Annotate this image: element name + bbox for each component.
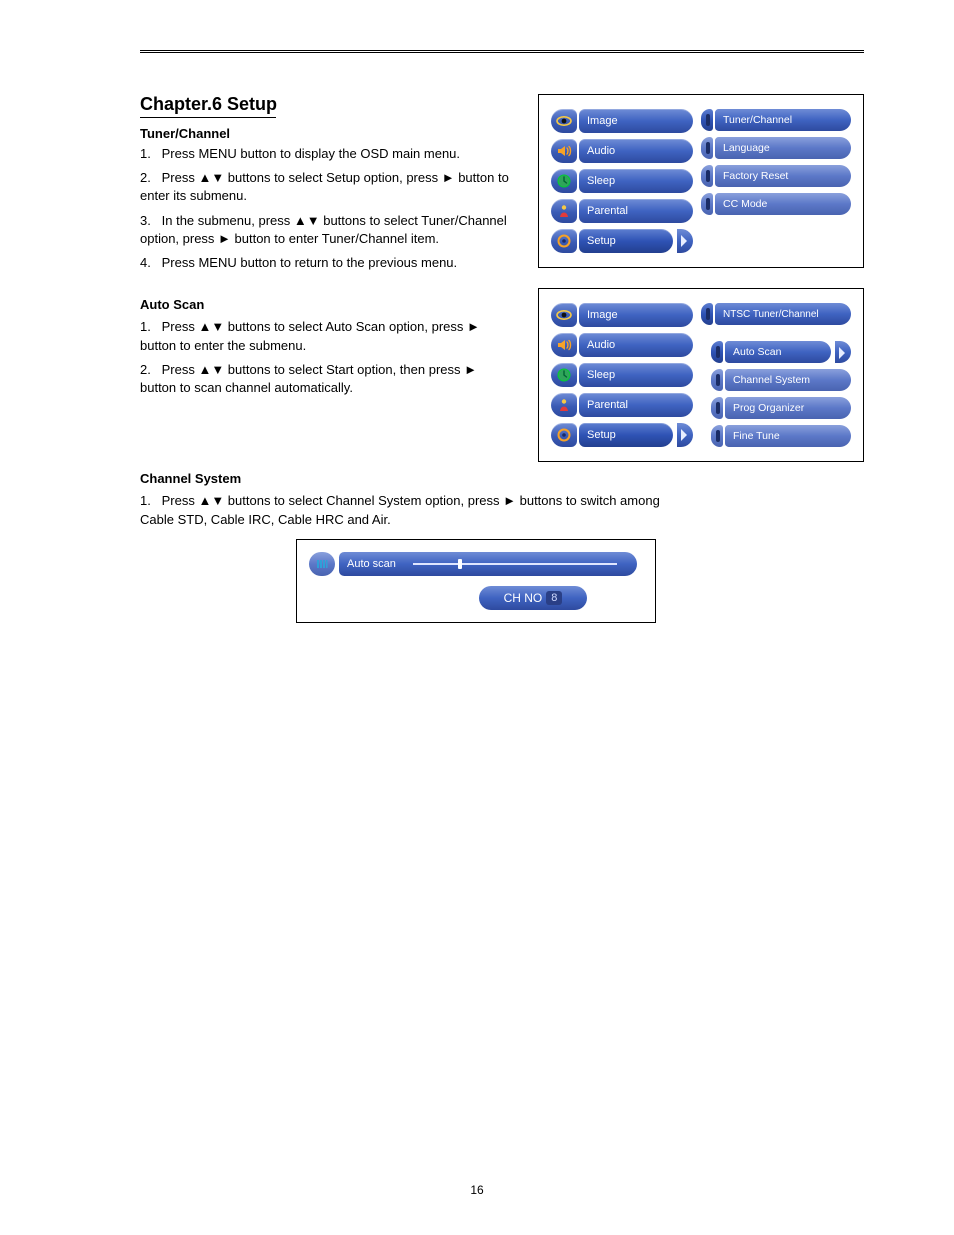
chno-value: 8	[546, 591, 562, 605]
autoscan-icon	[309, 552, 335, 576]
menu2-sub-label: Channel System	[725, 369, 851, 391]
page-number: 16	[0, 1183, 954, 1197]
menu2-sub-channelsystem: Channel System	[711, 369, 851, 391]
tuner-channel-heading: Tuner/Channel	[140, 126, 516, 141]
autoscan-progress-bar: Auto scan	[339, 552, 637, 576]
menu-screenshot-tuner: Image Audio Sleep	[538, 288, 864, 462]
menu1-item-sleep: Sleep	[551, 169, 693, 193]
menu1-item-setup: Setup	[551, 229, 693, 253]
clock-icon	[551, 363, 577, 387]
menu1-sub-factory: Factory Reset	[701, 165, 851, 187]
menu2-item-image: Image	[551, 303, 693, 327]
notch-icon	[711, 341, 723, 363]
person-icon	[551, 199, 577, 223]
menu1-item-label: Sleep	[579, 169, 693, 193]
speaker-icon	[551, 139, 577, 163]
autoscan-track	[413, 563, 617, 565]
menu2-item-label: Parental	[579, 393, 693, 417]
tuner-channel-steps: 1. Press MENU button to display the OSD …	[140, 145, 516, 272]
menu1-sub-tuner: Tuner/Channel	[701, 109, 851, 131]
menu2-item-setup: Setup	[551, 423, 693, 447]
notch-icon	[701, 193, 713, 215]
chno-label: CH NO	[504, 591, 543, 605]
notch-icon	[701, 137, 713, 159]
menu1-item-label: Parental	[579, 199, 693, 223]
menu1-sub-language: Language	[701, 137, 851, 159]
autoscan-chno-pill: CH NO 8	[479, 586, 587, 610]
menu1-sub-label: Factory Reset	[715, 165, 851, 187]
auto-scan-step: 2. Press ▲▼ buttons to select Start opti…	[140, 361, 516, 397]
auto-scan-step: 1. Press ▲▼ buttons to select Auto Scan …	[140, 318, 516, 354]
eye-icon	[551, 109, 577, 133]
channel-system-heading: Channel System	[140, 470, 660, 488]
menu2-sub-label: Fine Tune	[725, 425, 851, 447]
menu1-item-label: Audio	[579, 139, 693, 163]
auto-scan-heading: Auto Scan	[140, 296, 516, 314]
menu2-item-audio: Audio	[551, 333, 693, 357]
menu1-item-label: Setup	[579, 229, 673, 253]
chevron-right-icon	[835, 341, 851, 363]
autoscan-screenshot: Auto scan CH NO 8	[296, 539, 656, 623]
header-rule	[140, 50, 864, 54]
menu1-item-audio: Audio	[551, 139, 693, 163]
menu1-item-image: Image	[551, 109, 693, 133]
menu2-item-label: Audio	[579, 333, 693, 357]
menu2-item-sleep: Sleep	[551, 363, 693, 387]
menu2-header-ntsc: NTSC Tuner/Channel	[701, 303, 851, 325]
notch-icon	[701, 303, 713, 325]
notch-icon	[711, 425, 723, 447]
channel-system-step: 1. Press ▲▼ buttons to select Channel Sy…	[140, 492, 660, 528]
menu2-header-label: NTSC Tuner/Channel	[715, 303, 851, 325]
menu2-sub-label: Auto Scan	[725, 341, 831, 363]
clock-icon	[551, 169, 577, 193]
menu1-item-parental: Parental	[551, 199, 693, 223]
menu2-sub-label: Prog Organizer	[725, 397, 851, 419]
menu1-sub-label: Language	[715, 137, 851, 159]
chapter-underline	[140, 117, 276, 118]
menu2-sub-finetune: Fine Tune	[711, 425, 851, 447]
menu2-item-label: Setup	[579, 423, 673, 447]
menu2-sub-autoscan: Auto Scan	[711, 341, 851, 363]
menu-screenshot-setup: Image Audio Sleep	[538, 94, 864, 268]
person-icon	[551, 393, 577, 417]
menu2-item-label: Sleep	[579, 363, 693, 387]
menu1-sub-cc: CC Mode	[701, 193, 851, 215]
notch-icon	[701, 109, 713, 131]
menu1-sub-label: CC Mode	[715, 193, 851, 215]
autoscan-thumb	[458, 559, 462, 569]
menu1-sub-label: Tuner/Channel	[715, 109, 851, 131]
menu2-sub-prog: Prog Organizer	[711, 397, 851, 419]
chapter-title: Chapter.6 Setup	[140, 94, 516, 115]
gear-icon	[551, 229, 577, 253]
menu2-item-parental: Parental	[551, 393, 693, 417]
speaker-icon	[551, 333, 577, 357]
eye-icon	[551, 303, 577, 327]
menu1-item-label: Image	[579, 109, 693, 133]
notch-icon	[711, 369, 723, 391]
chevron-right-icon	[677, 423, 693, 447]
notch-icon	[711, 397, 723, 419]
autoscan-bar-label: Auto scan	[347, 558, 396, 570]
notch-icon	[701, 165, 713, 187]
chevron-right-icon	[677, 229, 693, 253]
menu2-item-label: Image	[579, 303, 693, 327]
gear-icon	[551, 423, 577, 447]
